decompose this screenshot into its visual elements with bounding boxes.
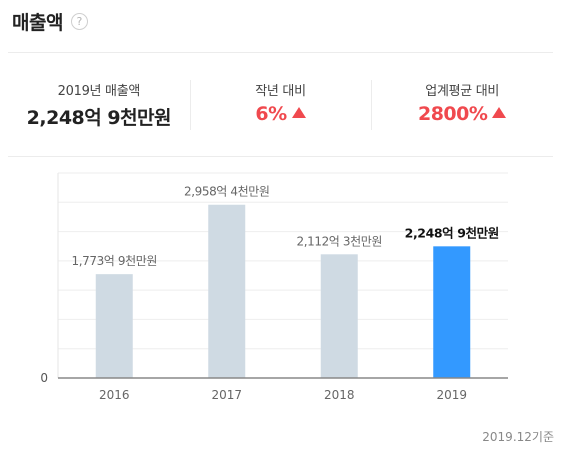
footnote-date: 2019.12기준 <box>482 430 554 444</box>
section-title: 매출액 <box>12 12 63 34</box>
data-label-2017: 2,958억 4천만원 <box>184 184 270 199</box>
x-tick-label-2016: 2016 <box>99 388 130 402</box>
stat-year-over-year: 작년 대비 6% <box>189 70 372 146</box>
up-arrow-icon <box>291 107 306 118</box>
bar-2019 <box>433 246 471 378</box>
stat-vs-industry: 업계평균 대비 2800% <box>371 70 553 146</box>
section-header: 매출액 ? <box>12 8 88 35</box>
x-tick-label-2017: 2017 <box>211 388 242 402</box>
top-divider <box>8 52 553 53</box>
revenue-bar-chart: 0 1,773억 9천만원 2016 2,958억 4천만원 2017 2,112억 3천… <box>40 172 508 402</box>
x-tick-label-2018: 2018 <box>324 388 355 402</box>
stat-value-wrap: 2800% <box>371 103 553 125</box>
bar-2016 <box>95 274 133 378</box>
middle-divider <box>8 156 553 157</box>
stat-annual-revenue: 2019년 매출액 2,248억 9천만원 <box>8 70 190 146</box>
stat-label: 2019년 매출액 <box>57 84 141 99</box>
y-tick-label: 0 <box>40 371 48 385</box>
bar-2018 <box>320 254 358 378</box>
help-icon[interactable]: ? <box>70 13 88 30</box>
data-label-2018: 2,112억 3천만원 <box>296 233 382 248</box>
x-tick-label-2019: 2019 <box>436 388 467 402</box>
stat-value-wrap: 6% <box>190 103 372 125</box>
data-label-2019: 2,248억 9천만원 <box>405 225 499 240</box>
stat-value: 2,248억 9천만원 <box>26 107 172 129</box>
up-arrow-icon <box>492 107 507 118</box>
stats-row: 2019년 매출액 2,248억 9천만원 작년 대비 6% 업계평균 대비 2… <box>8 70 553 146</box>
bar-2017 <box>208 204 246 378</box>
stat-label: 업계평균 대비 <box>425 84 500 99</box>
stat-value: 6% <box>255 103 287 125</box>
stat-value: 2800% <box>417 103 488 125</box>
data-label-2016: 1,773억 9천만원 <box>71 253 157 268</box>
stat-label: 작년 대비 <box>255 84 306 99</box>
